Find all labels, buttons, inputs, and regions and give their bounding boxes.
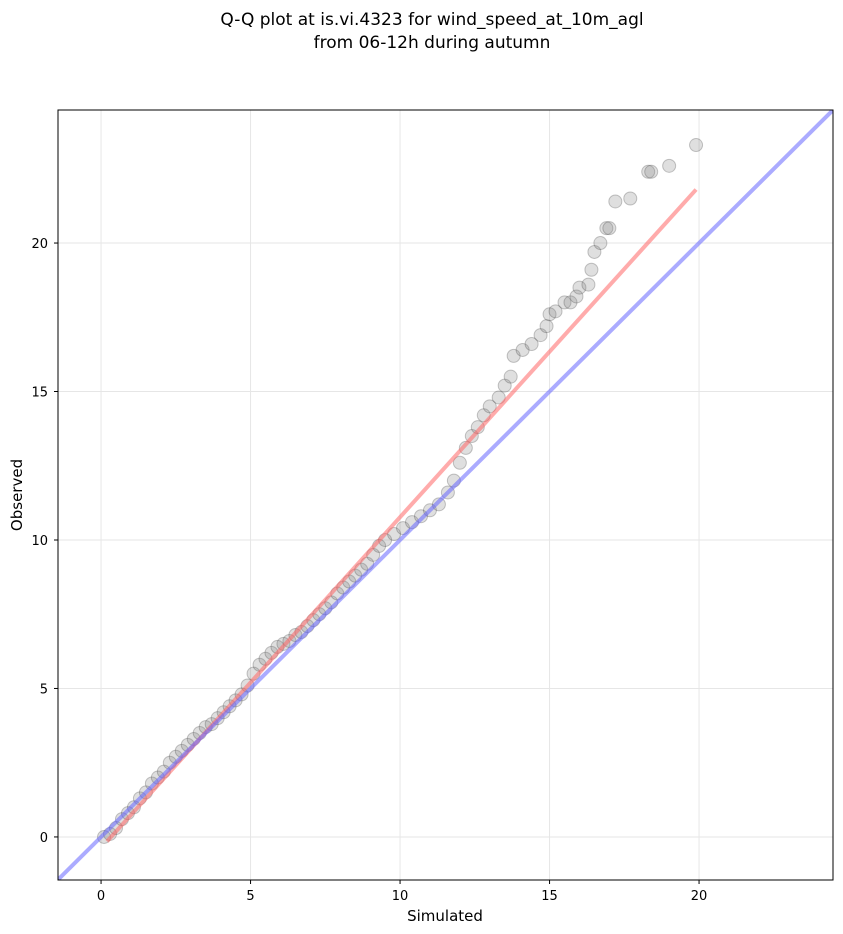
point bbox=[662, 158, 677, 173]
chart-title: from 06-12h during autumn bbox=[314, 33, 551, 53]
y-tick-label: 10 bbox=[31, 534, 48, 549]
point bbox=[623, 191, 638, 206]
x-tick-label: 15 bbox=[541, 889, 558, 904]
x-tick-label: 0 bbox=[97, 889, 105, 904]
chart-title: Q-Q plot at is.vi.4323 for wind_speed_at… bbox=[220, 10, 643, 30]
point bbox=[599, 221, 614, 236]
point bbox=[431, 497, 446, 512]
y-tick-label: 5 bbox=[40, 682, 48, 697]
point bbox=[641, 164, 656, 179]
point bbox=[482, 399, 497, 414]
point bbox=[548, 304, 563, 319]
point bbox=[491, 390, 506, 405]
point bbox=[497, 378, 512, 393]
point bbox=[581, 277, 596, 292]
y-tick-label: 20 bbox=[31, 237, 48, 252]
y-axis-label: Observed bbox=[8, 459, 26, 531]
reference-line bbox=[58, 110, 833, 880]
point bbox=[387, 527, 402, 542]
point bbox=[542, 307, 557, 322]
point bbox=[503, 369, 518, 384]
point bbox=[524, 336, 539, 351]
point bbox=[413, 509, 428, 524]
point bbox=[584, 262, 599, 277]
point bbox=[689, 138, 704, 153]
point bbox=[539, 319, 554, 334]
point bbox=[569, 289, 584, 304]
point bbox=[515, 342, 530, 357]
x-tick-label: 20 bbox=[691, 889, 708, 904]
point bbox=[608, 194, 623, 209]
point bbox=[572, 280, 587, 295]
x-tick-label: 5 bbox=[246, 889, 254, 904]
point bbox=[452, 455, 467, 470]
point bbox=[563, 295, 578, 310]
point bbox=[533, 328, 548, 343]
point bbox=[557, 295, 572, 310]
y-tick-label: 15 bbox=[31, 386, 48, 401]
point bbox=[587, 244, 602, 259]
point bbox=[506, 348, 521, 363]
point bbox=[644, 164, 659, 179]
plot-area bbox=[58, 110, 833, 880]
x-tick-label: 10 bbox=[392, 889, 409, 904]
plot-frame bbox=[57, 109, 834, 881]
y-tick-label: 0 bbox=[40, 831, 48, 846]
x-axis-label: Simulated bbox=[407, 907, 483, 925]
point bbox=[602, 221, 617, 236]
point bbox=[593, 236, 608, 251]
